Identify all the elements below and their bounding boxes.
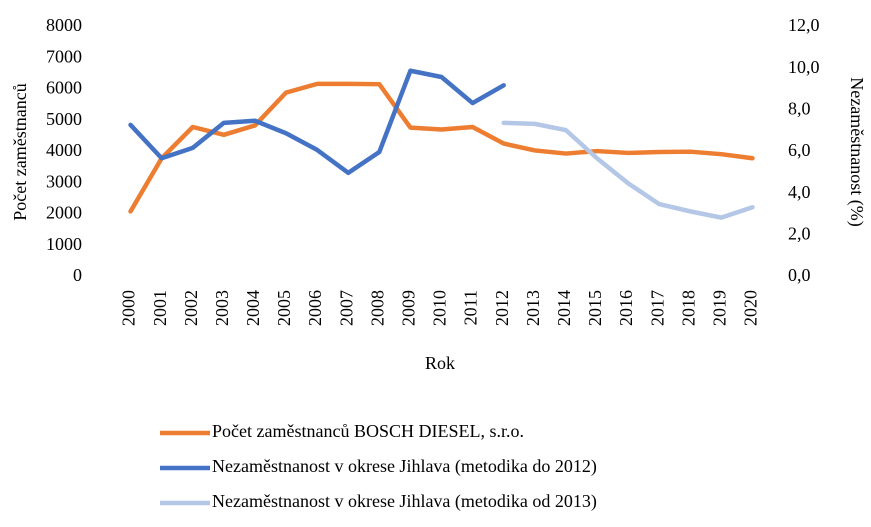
x-tick-label: 2002 bbox=[181, 290, 201, 326]
x-tick-label: 2019 bbox=[709, 290, 729, 326]
x-tick-label: 2006 bbox=[305, 290, 325, 326]
series-line bbox=[128, 81, 755, 214]
y2-axis-title: Nezaměstnanost (%) bbox=[846, 77, 867, 226]
y2-tick-label: 0,0 bbox=[788, 265, 811, 285]
y-axis-title: Počet zaměstnanců bbox=[10, 83, 30, 220]
x-tick-label: 2016 bbox=[616, 290, 636, 326]
y2-tick-label: 12,0 bbox=[788, 15, 820, 35]
y2-tick-label: 10,0 bbox=[788, 57, 820, 77]
y-tick-label: 8000 bbox=[46, 15, 82, 35]
legend-label: Nezaměstnanost v okrese Jihlava (metodik… bbox=[212, 491, 597, 512]
x-tick-label: 2015 bbox=[585, 290, 605, 326]
x-tick-label: 2004 bbox=[243, 290, 263, 326]
y2-tick-label: 4,0 bbox=[788, 182, 811, 202]
y2-tick-label: 8,0 bbox=[788, 98, 811, 118]
x-tick-label: 2007 bbox=[336, 290, 356, 326]
x-tick-label: 2009 bbox=[399, 290, 419, 326]
x-tick-label: 2017 bbox=[647, 290, 667, 326]
x-tick-label: 2001 bbox=[150, 290, 170, 326]
y2-tick-label: 6,0 bbox=[788, 140, 811, 160]
x-tick-label: 2008 bbox=[367, 290, 387, 326]
x-tick-label: 2020 bbox=[741, 290, 761, 326]
y-tick-label: 7000 bbox=[46, 46, 82, 66]
y-tick-label: 1000 bbox=[46, 234, 82, 254]
x-tick-label: 2003 bbox=[212, 290, 232, 326]
y-tick-label: 6000 bbox=[46, 78, 82, 98]
y-tick-label: 3000 bbox=[46, 171, 82, 191]
y2-tick-label: 2,0 bbox=[788, 223, 811, 243]
series-line bbox=[128, 68, 506, 176]
y-tick-label: 5000 bbox=[46, 109, 82, 129]
series-line bbox=[501, 120, 755, 220]
y-tick-label: 2000 bbox=[46, 203, 82, 223]
legend-label: Nezaměstnanost v okrese Jihlava (metodik… bbox=[212, 456, 597, 477]
x-tick-label: 2010 bbox=[430, 290, 450, 326]
x-tick-label: 2018 bbox=[678, 290, 698, 326]
x-tick-label: 2012 bbox=[492, 290, 512, 326]
x-tick-label: 2005 bbox=[274, 290, 294, 326]
x-axis-title: Rok bbox=[425, 353, 455, 373]
legend-label: Počet zaměstnanců BOSCH DIESEL, s.r.o. bbox=[212, 421, 524, 441]
x-tick-label: 2000 bbox=[119, 290, 139, 326]
x-tick-label: 2011 bbox=[461, 290, 481, 325]
x-tick-label: 2013 bbox=[523, 290, 543, 326]
x-tick-label: 2014 bbox=[554, 290, 574, 326]
y-tick-label: 0 bbox=[73, 265, 82, 285]
y-tick-label: 4000 bbox=[46, 140, 82, 160]
